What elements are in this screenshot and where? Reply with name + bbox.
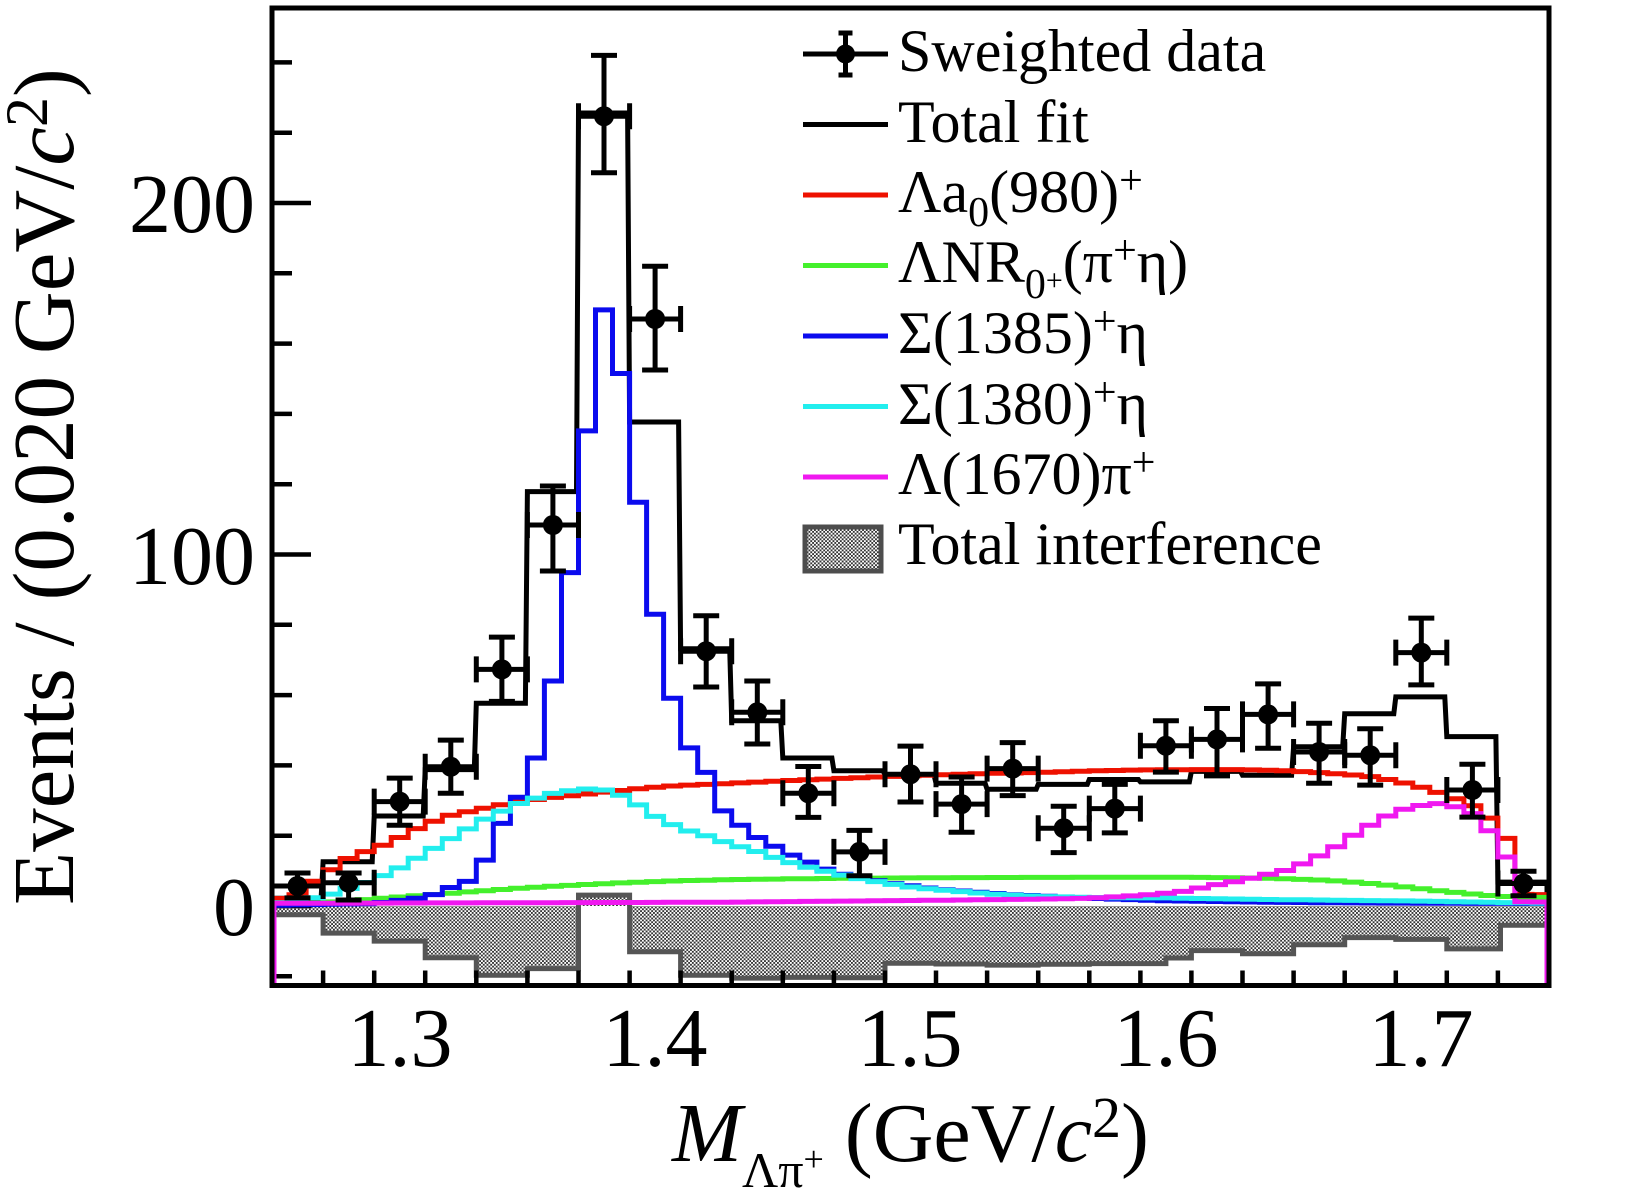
svg-text:1.7: 1.7 (1369, 992, 1474, 1085)
svg-text:Total fit: Total fit (898, 89, 1089, 155)
svg-text:1.4: 1.4 (603, 992, 708, 1085)
svg-text:100: 100 (129, 510, 255, 603)
svg-text:Sweighted data: Sweighted data (898, 18, 1266, 84)
svg-text:1.3: 1.3 (348, 992, 453, 1085)
svg-text:Λ(1670)π+: Λ(1670)π+ (898, 440, 1155, 507)
svg-text:Total interference: Total interference (898, 511, 1322, 577)
svg-text:MΛπ+ (GeV/c2): MΛπ+ (GeV/c2) (671, 1085, 1149, 1198)
svg-text:Σ(1380)+η: Σ(1380)+η (898, 370, 1148, 437)
svg-text:0: 0 (213, 861, 255, 954)
svg-text:200: 200 (129, 158, 255, 251)
svg-text:ΛNR0+(π+η): ΛNR0+(π+η) (898, 228, 1188, 308)
svg-text:Events / (0.020 GeV/c2): Events / (0.020 GeV/c2) (0, 68, 92, 905)
svg-text:Σ(1385)+η: Σ(1385)+η (898, 299, 1148, 366)
svg-text:Λa0(980)+: Λa0(980)+ (898, 158, 1143, 236)
svg-text:1.6: 1.6 (1114, 992, 1219, 1085)
svg-text:1.5: 1.5 (858, 992, 963, 1085)
